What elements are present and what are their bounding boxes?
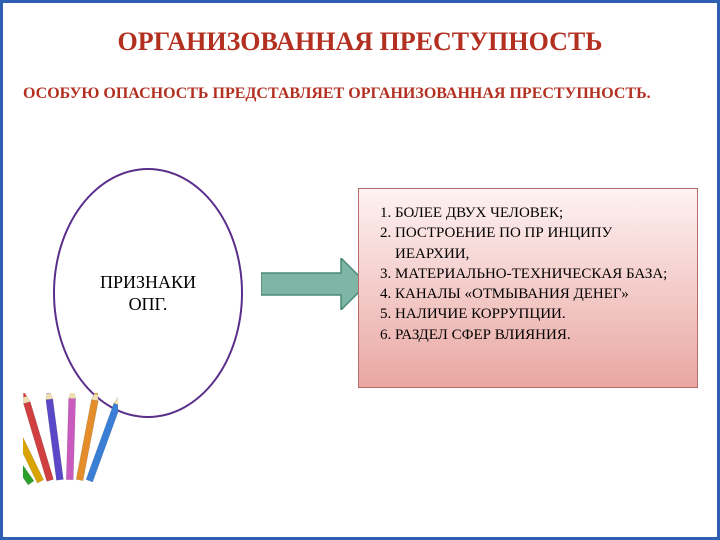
list-item: БОЛЕЕ ДВУХ ЧЕЛОВЕК; (395, 203, 687, 223)
list-item: МАТЕРИАЛЬНО-ТЕХНИЧЕСКАЯ БАЗА; (395, 264, 687, 284)
ellipse-line2: ОПГ. (129, 294, 168, 314)
subtitle-text: ОСОБУЮ ОПАСНОСТЬ ПРЕДСТАВЛЯЕТ ОРГАНИЗОВА… (23, 85, 651, 102)
features-list: БОЛЕЕ ДВУХ ЧЕЛОВЕК;ПОСТРОЕНИЕ ПО ПР ИНЦИ… (373, 203, 687, 345)
arrow-right-icon (261, 258, 367, 310)
slide-subtitle: ОСОБУЮ ОПАСНОСТЬ ПРЕДСТАВЛЯЕТ ОРГАНИЗОВА… (23, 85, 707, 103)
title-text: ОРГАНИЗОВАННАЯ ПРЕСТУПНОСТЬ (118, 27, 603, 56)
ellipse-line1: ПРИЗНАКИ (100, 272, 196, 292)
list-item: КАНАЛЫ «ОТМЫВАНИЯ ДЕНЕГ» (395, 284, 687, 304)
list-item: РАЗДЕЛ СФЕР ВЛИЯНИЯ. (395, 325, 687, 345)
list-item: ПОСТРОЕНИЕ ПО ПР ИНЦИПУ ИЕАРХИИ, (395, 223, 687, 264)
list-item: НАЛИЧИЕ КОРРУПЦИИ. (395, 304, 687, 324)
features-list-box: БОЛЕЕ ДВУХ ЧЕЛОВЕК;ПОСТРОЕНИЕ ПО ПР ИНЦИ… (358, 188, 698, 388)
pencils-icon (23, 393, 118, 503)
slide-title: ОРГАНИЗОВАННАЯ ПРЕСТУПНОСТЬ (3, 27, 717, 57)
ellipse-label: ПРИЗНАКИ ОПГ. (100, 271, 196, 316)
features-ellipse: ПРИЗНАКИ ОПГ. (53, 168, 243, 418)
slide-frame: ОРГАНИЗОВАННАЯ ПРЕСТУПНОСТЬ ОСОБУЮ ОПАСН… (0, 0, 720, 540)
